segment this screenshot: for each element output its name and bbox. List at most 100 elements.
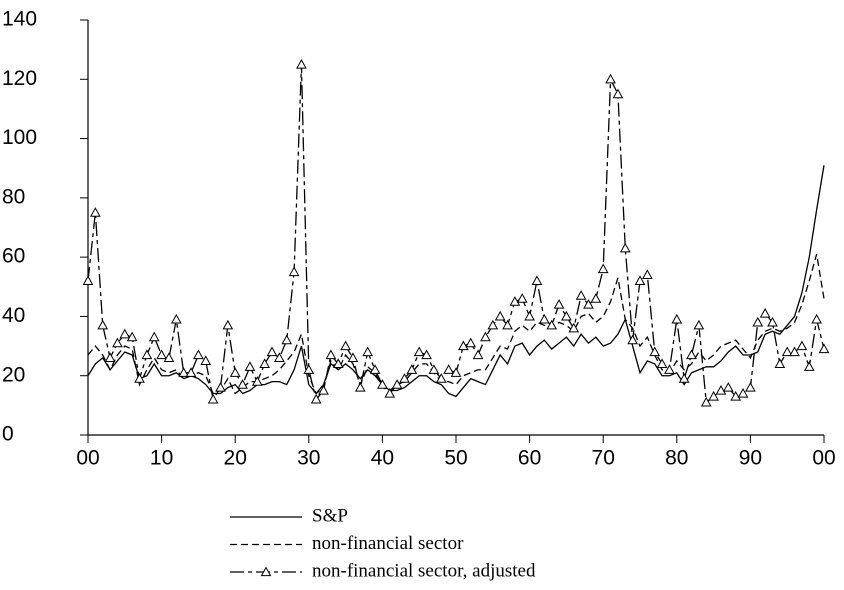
marker	[443, 364, 454, 374]
x-tick-label: 70	[592, 447, 615, 470]
marker	[767, 316, 778, 327]
marker	[722, 382, 734, 392]
marker	[251, 376, 263, 386]
marker	[148, 331, 160, 342]
x-tick-label: 80	[665, 447, 688, 470]
y-tick-label: 80	[2, 185, 25, 208]
marker	[465, 337, 477, 348]
x-tick-label: 50	[444, 447, 467, 470]
marker	[597, 263, 609, 274]
marker	[119, 328, 131, 339]
y-tick-label: 120	[2, 67, 37, 90]
marker	[583, 299, 594, 309]
marker	[178, 367, 190, 377]
marker	[494, 310, 506, 321]
x-tick-label: 00	[76, 447, 99, 470]
marker	[811, 313, 822, 324]
marker	[649, 346, 661, 357]
marker	[745, 382, 756, 392]
marker	[671, 313, 683, 324]
marker	[531, 275, 543, 285]
marker	[207, 393, 219, 404]
marker	[266, 346, 278, 357]
y-tick-label: 60	[2, 245, 25, 268]
marker	[303, 364, 315, 374]
marker	[678, 373, 690, 383]
x-tick-label: 30	[297, 447, 320, 470]
marker	[332, 358, 344, 368]
x-tick-label: 00	[812, 447, 835, 470]
marker	[391, 379, 403, 389]
marker	[222, 319, 234, 330]
marker	[193, 349, 204, 360]
marker	[347, 352, 359, 363]
marker	[664, 364, 675, 374]
marker	[325, 349, 337, 360]
marker	[281, 334, 293, 345]
marker	[472, 349, 484, 360]
y-tick-label: 140	[2, 8, 37, 31]
marker	[104, 352, 116, 363]
marker	[693, 319, 705, 330]
marker	[274, 352, 285, 363]
marker	[524, 310, 535, 321]
marker	[156, 349, 167, 360]
marker	[170, 313, 182, 324]
marker	[215, 382, 226, 392]
marker	[553, 299, 565, 309]
marker	[90, 207, 101, 217]
marker	[354, 382, 366, 392]
marker	[362, 346, 374, 357]
marker	[789, 346, 800, 357]
marker	[244, 361, 256, 371]
marker	[700, 396, 712, 407]
marker	[399, 373, 410, 383]
marker	[318, 385, 329, 395]
marker	[568, 322, 580, 333]
marker	[112, 337, 123, 348]
marker	[310, 393, 322, 404]
marker	[715, 385, 727, 395]
legend-label: S&P	[312, 505, 348, 526]
marker	[369, 364, 381, 374]
marker	[384, 387, 396, 398]
marker	[686, 349, 697, 360]
marker	[561, 310, 572, 321]
marker	[605, 73, 616, 84]
marker	[421, 349, 432, 360]
marker	[200, 355, 212, 365]
marker	[509, 296, 521, 306]
y-tick-label: 20	[2, 363, 25, 386]
marker	[406, 364, 418, 374]
x-tick-label: 60	[518, 447, 541, 470]
legend-label: non-financial sector	[312, 533, 464, 554]
marker	[229, 367, 241, 377]
marker	[450, 367, 462, 377]
marker	[634, 275, 646, 285]
marker	[163, 352, 175, 363]
y-tick-label: 100	[2, 126, 37, 149]
marker	[296, 58, 307, 69]
marker	[627, 334, 638, 345]
legend-label: non-financial sector, adjusted	[312, 560, 536, 581]
marker	[458, 340, 469, 351]
marker	[737, 387, 749, 398]
marker	[288, 266, 300, 277]
marker	[82, 275, 94, 285]
x-tick-label: 90	[739, 447, 762, 470]
marker	[428, 364, 440, 374]
marker	[730, 390, 742, 401]
marker	[590, 293, 602, 303]
marker	[642, 269, 653, 280]
y-tick-label: 40	[2, 304, 25, 327]
marker	[340, 340, 351, 351]
x-tick-label: 40	[371, 447, 394, 470]
marker	[759, 307, 771, 318]
marker	[487, 319, 499, 330]
legend-marker	[260, 566, 272, 577]
marker	[656, 358, 668, 368]
marker	[818, 343, 830, 354]
marker	[803, 361, 815, 371]
marker	[141, 349, 153, 360]
